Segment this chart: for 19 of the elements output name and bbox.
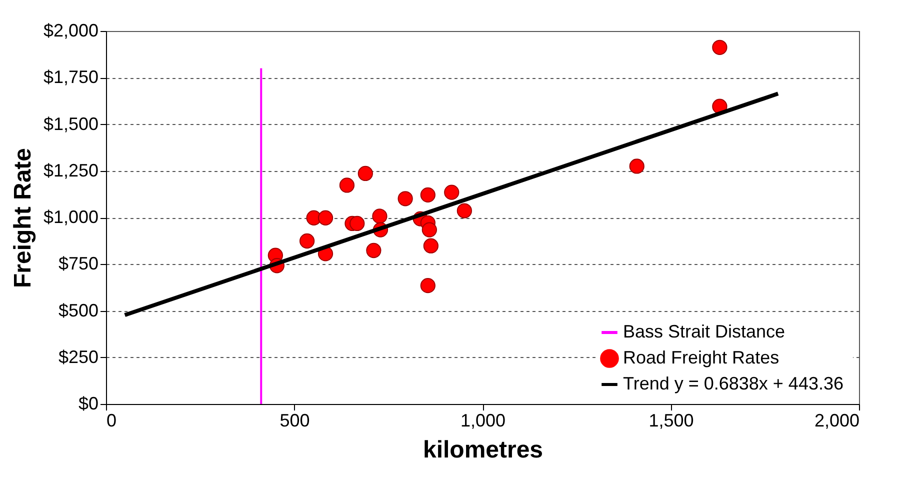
y-tick-label: $1,250: [43, 160, 98, 180]
y-axis-title: Freight Rate: [9, 148, 36, 288]
y-tick-label: $1,750: [43, 67, 98, 88]
x-tick-label: 2,000: [814, 410, 860, 430]
legend-label: Bass Strait Distance: [623, 322, 786, 342]
legend-label: Road Freight Rates: [623, 348, 780, 368]
x-tick-label: 1,500: [648, 410, 694, 430]
y-tick-label: $750: [58, 254, 98, 274]
y-tick-label: $250: [58, 346, 98, 367]
x-tick-label: 1,000: [460, 410, 506, 430]
x-tick-label: 0: [106, 410, 117, 430]
x-tick-label: 500: [280, 410, 310, 430]
y-tick-label: $2,000: [43, 20, 98, 40]
x-axis-title: kilometres: [422, 436, 544, 464]
y-tick-label: $0: [78, 394, 98, 414]
y-tick-label: $1,000: [43, 207, 98, 227]
y-tick-label: $1,500: [43, 114, 98, 134]
legend-label: Trend y = 0.6838x + 443.36: [623, 374, 844, 394]
y-tick-label: $500: [58, 300, 98, 320]
